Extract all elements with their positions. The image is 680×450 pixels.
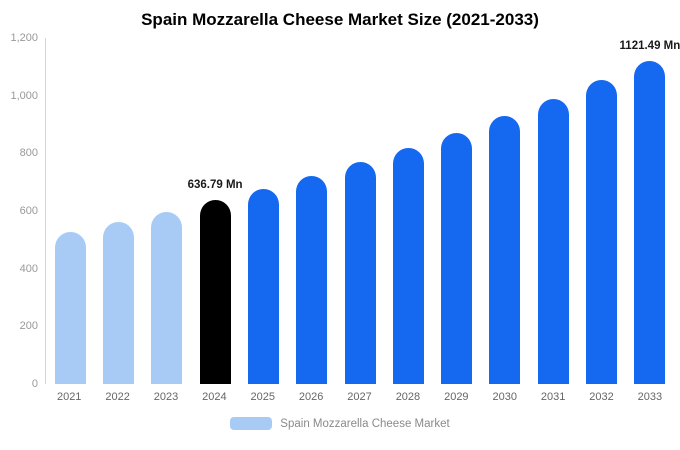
bar-slot-2032 (577, 38, 625, 384)
bar-2033[interactable] (634, 60, 666, 384)
x-axis-label-2031: 2031 (540, 391, 566, 403)
chart-title: Spain Mozzarella Cheese Market Size (202… (141, 10, 539, 29)
bar-slot-2026 (288, 38, 336, 384)
bar-2026[interactable] (296, 175, 328, 384)
bar-slot-2030 (481, 38, 529, 384)
x-axis-label-2028: 2028 (395, 391, 421, 403)
legend[interactable]: Spain Mozzarella Cheese Market (0, 417, 680, 430)
bar-slot-2021 (46, 38, 94, 384)
y-axis-tick-400: 400 (19, 262, 38, 275)
legend-label[interactable]: Spain Mozzarella Cheese Market (280, 417, 450, 430)
bar-2021[interactable] (54, 232, 86, 384)
x-axis-label-2022: 2022 (105, 391, 130, 403)
bar-2032[interactable] (586, 80, 618, 384)
bar-2030[interactable] (489, 116, 521, 384)
bar-2025[interactable] (247, 188, 279, 384)
x-axis-label-2027: 2027 (347, 391, 372, 403)
y-axis-tick-200: 200 (19, 320, 38, 333)
y-axis-tick-1200: 1,200 (10, 32, 38, 44)
bar-slot-2022 (94, 38, 142, 384)
data-label-2024: 636.79 Mn (187, 179, 243, 192)
bar-slot-2028 (384, 38, 432, 384)
plot-area: 0 200 400 600 800 1,000 1,200 636.79 Mn 1121.49… (0, 32, 680, 390)
bar-2029[interactable] (441, 132, 473, 384)
x-axis-label-2026: 2026 (298, 391, 324, 403)
y-axis-tick-1000: 1,000 (10, 89, 38, 102)
x-axis-label-2023: 2023 (153, 391, 179, 403)
bar-2031[interactable] (537, 98, 569, 384)
bar-2024[interactable] (199, 200, 231, 384)
bar-slot-2024: 636.79 Mn (188, 38, 243, 384)
x-axis: 2021 2022 2023 2024 2025 2026 2027 2028 2029 2030… (45, 384, 674, 403)
bar-slot-2029 (433, 38, 481, 384)
bar-2027[interactable] (344, 162, 376, 384)
x-axis-label-2025: 2025 (250, 391, 275, 403)
x-axis-label-2021: 2021 (56, 391, 82, 403)
data-label-2033: 1121.49 Mn (619, 39, 680, 52)
x-axis-label-2030: 2030 (492, 391, 517, 403)
x-axis-label-2024: 2024 (202, 391, 227, 403)
x-axis-label-2029: 2029 (444, 391, 469, 403)
bar-slot-2033: 1121.49 Mn (620, 38, 680, 384)
bar-2028[interactable] (392, 147, 424, 384)
y-axis-tick-800: 800 (19, 147, 38, 160)
bar-2022[interactable] (102, 222, 134, 384)
bar-slot-2031 (529, 38, 577, 384)
bars-area: 636.79 Mn 1121.49 Mn (45, 38, 680, 384)
bar-slot-2023 (143, 38, 191, 384)
bar-slot-2027 (336, 38, 384, 384)
x-axis-label-2032: 2032 (589, 391, 614, 403)
bar-slot-2025 (239, 38, 287, 384)
y-axis-tick-0: 0 (31, 378, 38, 390)
bar-2023[interactable] (151, 211, 183, 384)
legend-swatch[interactable] (230, 417, 273, 430)
y-axis-tick-600: 600 (19, 205, 38, 217)
x-axis-label-2033: 2033 (637, 391, 663, 403)
